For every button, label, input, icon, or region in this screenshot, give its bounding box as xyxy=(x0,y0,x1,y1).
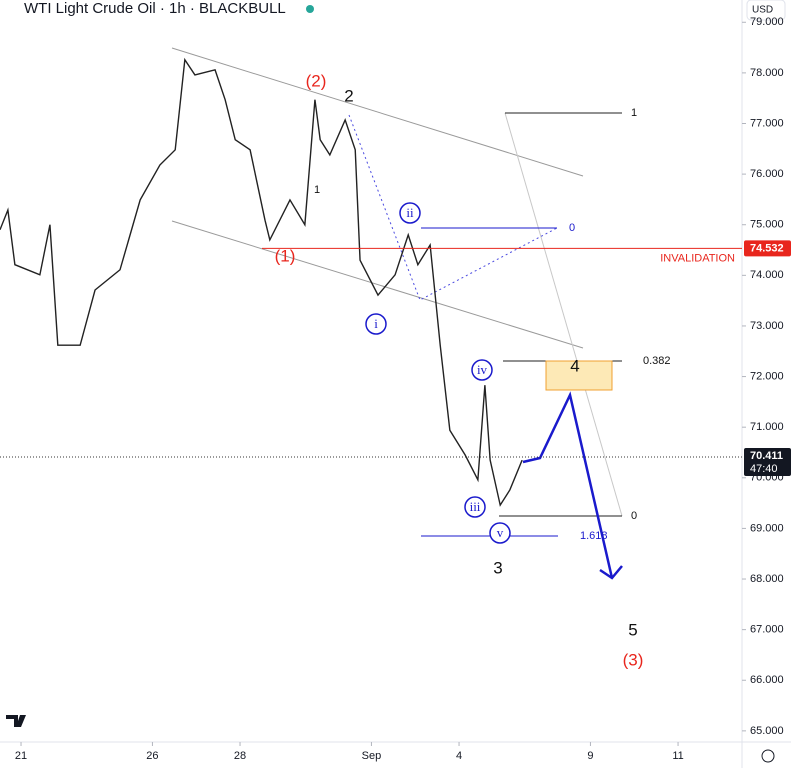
x-tick-label: 11 xyxy=(672,750,683,762)
last-price-tag xyxy=(744,447,791,476)
y-tick-label: 73.000 xyxy=(750,320,784,332)
y-tick-label: 71.000 xyxy=(750,421,784,433)
wave-label: 3 xyxy=(493,558,502,577)
level-label: 1 xyxy=(314,184,320,196)
level-label: 1.618 xyxy=(580,530,608,542)
wave-label: ii xyxy=(406,205,414,220)
target-box xyxy=(545,360,613,391)
invalidation-label: INVALIDATION xyxy=(660,252,735,264)
wave-label: (2) xyxy=(306,71,327,90)
wave-label: 2 xyxy=(344,86,353,105)
logo xyxy=(6,715,26,727)
invalidation-tag-label: 74.532 xyxy=(750,242,784,254)
level-label: 0.382 xyxy=(643,355,671,367)
wave-circle xyxy=(399,202,421,224)
currency-button[interactable] xyxy=(746,0,786,21)
y-tick-label: 65.000 xyxy=(750,725,784,737)
last-price-label: 70.411 xyxy=(750,450,783,462)
y-tick-label: 76.000 xyxy=(750,168,784,180)
y-tick-label: 74.000 xyxy=(750,269,784,281)
y-tick-label: 72.000 xyxy=(750,370,784,382)
y-tick-label: 79.000 xyxy=(750,16,784,28)
x-tick-label: 21 xyxy=(15,750,27,762)
y-tick-label: 67.000 xyxy=(750,624,784,636)
x-tick-label: 28 xyxy=(234,750,246,762)
channel-upper xyxy=(171,47,584,177)
currency: USD xyxy=(752,5,773,16)
wave-label: v xyxy=(497,525,504,540)
level-label: 0 xyxy=(569,222,575,234)
price-line xyxy=(0,57,523,507)
y-tick-label: 68.000 xyxy=(750,573,784,585)
wave-label: 4 xyxy=(570,356,579,375)
settings-icon[interactable] xyxy=(761,749,775,763)
x-tick-label: Sep xyxy=(362,750,382,762)
channel-lower xyxy=(171,220,584,349)
fib-diagonal xyxy=(504,112,623,517)
x-tick-label: 4 xyxy=(456,750,462,762)
wave-circle xyxy=(365,313,387,335)
wave-label: (1) xyxy=(275,246,296,265)
wave-circle xyxy=(489,522,511,544)
invalidation-tag xyxy=(744,240,791,257)
wave-circle xyxy=(464,496,486,518)
y-tick-label: 66.000 xyxy=(750,674,784,686)
level-label: 1 xyxy=(631,107,637,119)
wave-circle xyxy=(471,359,493,381)
wave-label: (3) xyxy=(623,650,644,669)
wave-label: i xyxy=(374,316,378,331)
x-tick-label: 26 xyxy=(146,750,158,762)
countdown-label: 47:40 xyxy=(750,463,778,475)
y-tick-label: 78.000 xyxy=(750,67,784,79)
dotted-triangle xyxy=(348,114,558,301)
x-tick-label: 9 xyxy=(587,750,593,762)
y-tick-label: 69.000 xyxy=(750,522,784,534)
status-dot xyxy=(306,5,314,13)
wave-label: iv xyxy=(477,362,488,377)
y-tick-label: 75.000 xyxy=(750,219,784,231)
wave-label: iii xyxy=(470,499,481,514)
wave-label: 5 xyxy=(628,620,637,639)
chart-title: WTI Light Crude Oil · 1h · BLACKBULL xyxy=(24,0,286,17)
projection-path xyxy=(522,391,614,579)
level-label: 0 xyxy=(631,510,637,522)
projection-arrowhead xyxy=(599,565,623,580)
y-tick-label: 77.000 xyxy=(750,117,784,129)
